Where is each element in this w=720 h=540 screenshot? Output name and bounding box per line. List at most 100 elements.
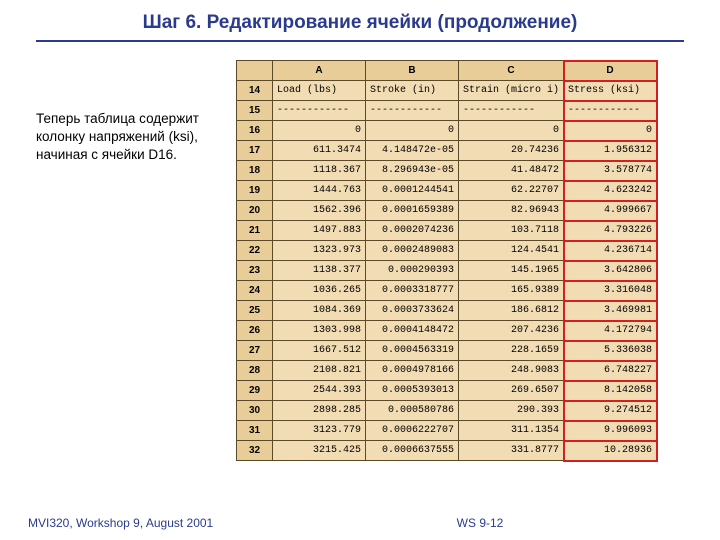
cell[interactable]: 3215.425 xyxy=(273,441,366,461)
cell[interactable]: Stroke (in) xyxy=(366,81,459,101)
cell[interactable]: 269.6507 xyxy=(459,381,564,401)
row-header[interactable]: 21 xyxy=(237,221,273,241)
cell[interactable]: 311.1354 xyxy=(459,421,564,441)
cell[interactable]: 248.9083 xyxy=(459,361,564,381)
cell[interactable]: 6.748227 xyxy=(564,361,657,381)
cell[interactable]: 0 xyxy=(273,121,366,141)
cell[interactable]: 1497.883 xyxy=(273,221,366,241)
cell[interactable]: 331.8777 xyxy=(459,441,564,461)
row-header[interactable]: 16 xyxy=(237,121,273,141)
cell[interactable]: 0.0003318777 xyxy=(366,281,459,301)
cell[interactable]: 9.996093 xyxy=(564,421,657,441)
cell[interactable]: 165.9389 xyxy=(459,281,564,301)
cell[interactable]: 0.0001659389 xyxy=(366,201,459,221)
cell[interactable]: 2108.821 xyxy=(273,361,366,381)
cell[interactable]: 124.4541 xyxy=(459,241,564,261)
cell[interactable]: 2898.285 xyxy=(273,401,366,421)
column-header-B[interactable]: B xyxy=(366,61,459,81)
cell[interactable]: 0.0004563319 xyxy=(366,341,459,361)
cell[interactable]: 0 xyxy=(564,121,657,141)
cell[interactable]: 207.4236 xyxy=(459,321,564,341)
cell[interactable]: 0.0006222707 xyxy=(366,421,459,441)
cell[interactable]: 1667.512 xyxy=(273,341,366,361)
cell[interactable]: Stress (ksi) xyxy=(564,81,657,101)
cell[interactable]: 4.236714 xyxy=(564,241,657,261)
cell[interactable]: ------------ xyxy=(564,101,657,121)
row-header[interactable]: 15 xyxy=(237,101,273,121)
cell[interactable]: 62.22707 xyxy=(459,181,564,201)
row-header[interactable]: 24 xyxy=(237,281,273,301)
cell[interactable]: 611.3474 xyxy=(273,141,366,161)
cell[interactable]: 2544.393 xyxy=(273,381,366,401)
cell[interactable]: 3123.779 xyxy=(273,421,366,441)
cell[interactable]: 0 xyxy=(366,121,459,141)
column-header-A[interactable]: A xyxy=(273,61,366,81)
cell[interactable]: 9.274512 xyxy=(564,401,657,421)
row-header[interactable]: 14 xyxy=(237,81,273,101)
cell[interactable]: 10.28936 xyxy=(564,441,657,461)
row-header[interactable]: 29 xyxy=(237,381,273,401)
cell[interactable]: 0.0003733624 xyxy=(366,301,459,321)
cell[interactable]: 3.469981 xyxy=(564,301,657,321)
table-row: 302898.2850.000580786290.3939.274512 xyxy=(237,401,657,421)
cell[interactable]: Load (lbs) xyxy=(273,81,366,101)
row-header[interactable]: 30 xyxy=(237,401,273,421)
cell[interactable]: 0.0004148472 xyxy=(366,321,459,341)
cell[interactable]: 1.956312 xyxy=(564,141,657,161)
row-header[interactable]: 28 xyxy=(237,361,273,381)
cell[interactable]: 103.7118 xyxy=(459,221,564,241)
cell[interactable]: 4.172794 xyxy=(564,321,657,341)
cell[interactable]: 0.000580786 xyxy=(366,401,459,421)
cell[interactable]: 8.296943e-05 xyxy=(366,161,459,181)
cell[interactable]: 1118.367 xyxy=(273,161,366,181)
row-header[interactable]: 17 xyxy=(237,141,273,161)
row-header[interactable]: 32 xyxy=(237,441,273,461)
cell[interactable]: 290.393 xyxy=(459,401,564,421)
cell[interactable]: 0.000290393 xyxy=(366,261,459,281)
cell[interactable]: 1303.998 xyxy=(273,321,366,341)
row-header[interactable]: 18 xyxy=(237,161,273,181)
cell[interactable]: 228.1659 xyxy=(459,341,564,361)
cell[interactable]: 1562.396 xyxy=(273,201,366,221)
cell[interactable]: 186.6812 xyxy=(459,301,564,321)
cell[interactable]: ------------ xyxy=(459,101,564,121)
row-header[interactable]: 20 xyxy=(237,201,273,221)
row-header[interactable]: 25 xyxy=(237,301,273,321)
cell[interactable]: 8.142058 xyxy=(564,381,657,401)
cell[interactable]: 1138.377 xyxy=(273,261,366,281)
cell[interactable]: 4.999667 xyxy=(564,201,657,221)
row-header[interactable]: 23 xyxy=(237,261,273,281)
cell[interactable]: 0.0001244541 xyxy=(366,181,459,201)
cell[interactable]: 3.578774 xyxy=(564,161,657,181)
cell[interactable]: 0.0002074236 xyxy=(366,221,459,241)
cell[interactable]: 4.148472e-05 xyxy=(366,141,459,161)
cell[interactable]: 41.48472 xyxy=(459,161,564,181)
row-header[interactable]: 19 xyxy=(237,181,273,201)
row-header[interactable]: 27 xyxy=(237,341,273,361)
cell[interactable]: 4.623242 xyxy=(564,181,657,201)
cell[interactable]: Strain (micro i) xyxy=(459,81,564,101)
cell[interactable]: 4.793226 xyxy=(564,221,657,241)
cell[interactable]: 82.96943 xyxy=(459,201,564,221)
cell[interactable]: 1444.763 xyxy=(273,181,366,201)
row-header[interactable]: 22 xyxy=(237,241,273,261)
cell[interactable]: 1323.973 xyxy=(273,241,366,261)
column-header-D[interactable]: D xyxy=(564,61,657,81)
cell[interactable]: ------------ xyxy=(273,101,366,121)
cell[interactable]: 1084.369 xyxy=(273,301,366,321)
cell[interactable]: 0.0002489083 xyxy=(366,241,459,261)
cell[interactable]: 3.316048 xyxy=(564,281,657,301)
column-header-C[interactable]: C xyxy=(459,61,564,81)
cell[interactable]: 145.1965 xyxy=(459,261,564,281)
cell[interactable]: 0.0005393013 xyxy=(366,381,459,401)
cell[interactable]: 0.0004978166 xyxy=(366,361,459,381)
cell[interactable]: 20.74236 xyxy=(459,141,564,161)
cell[interactable]: ------------ xyxy=(366,101,459,121)
cell[interactable]: 3.642806 xyxy=(564,261,657,281)
cell[interactable]: 1036.265 xyxy=(273,281,366,301)
row-header[interactable]: 31 xyxy=(237,421,273,441)
row-header[interactable]: 26 xyxy=(237,321,273,341)
cell[interactable]: 0.0006637555 xyxy=(366,441,459,461)
cell[interactable]: 5.336038 xyxy=(564,341,657,361)
cell[interactable]: 0 xyxy=(459,121,564,141)
